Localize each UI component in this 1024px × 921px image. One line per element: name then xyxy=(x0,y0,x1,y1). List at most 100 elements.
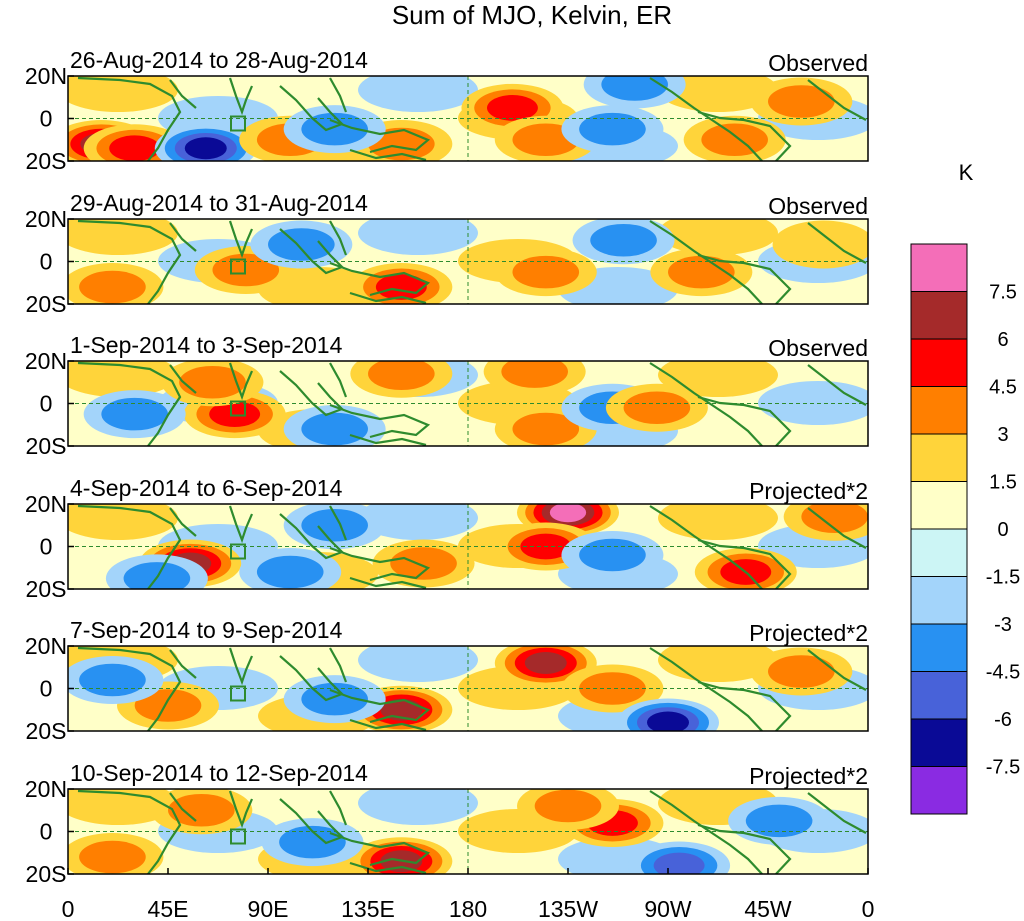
panel-status: Observed xyxy=(768,50,868,76)
y-tick-label: 20S xyxy=(26,861,67,887)
x-tick-label: 90E xyxy=(248,896,289,921)
anomaly-contour xyxy=(579,538,646,572)
coastlines xyxy=(77,361,867,446)
field-band xyxy=(358,76,478,112)
coastline xyxy=(807,79,867,121)
coastline xyxy=(697,538,792,589)
y-tick-label: 20S xyxy=(26,433,67,459)
coastline xyxy=(169,507,197,537)
coastlines xyxy=(77,789,867,874)
colorbar-label: 6 xyxy=(997,329,1008,351)
coastline xyxy=(329,118,431,154)
anomaly-contour xyxy=(534,789,602,823)
panel-status: Projected*2 xyxy=(749,763,868,789)
anomaly-contour xyxy=(279,825,346,859)
coastline xyxy=(329,505,348,541)
x-axis: 0 45E 90E 135E 180 135W 90W 45W 0 xyxy=(62,868,874,921)
coastline xyxy=(649,77,763,161)
coastline xyxy=(697,823,792,874)
anomaly-contour xyxy=(79,270,146,304)
coastline xyxy=(279,513,344,560)
field xyxy=(68,219,868,304)
coastline xyxy=(697,110,792,161)
y-tick-label: 0 xyxy=(40,391,53,417)
coastline xyxy=(169,649,197,679)
coastline xyxy=(169,364,197,394)
region-box xyxy=(230,685,246,702)
panels: 20N 0 20S 26-Aug-2014 to 28-Aug-2014 Observe… xyxy=(25,47,869,887)
panel-status: Projected*2 xyxy=(749,478,868,504)
anomaly-contour xyxy=(768,655,835,688)
y-tick-label: 20S xyxy=(26,576,67,602)
x-tick-label: 0 xyxy=(62,896,75,921)
y-tick-label: 0 xyxy=(40,676,53,702)
coastline xyxy=(77,504,182,589)
field-band xyxy=(358,219,478,255)
coastline xyxy=(279,370,344,417)
coastline xyxy=(279,228,344,275)
colorbar-swatch xyxy=(910,481,968,530)
panel-status: Observed xyxy=(768,193,868,219)
y-tick-label: 0 xyxy=(40,249,53,275)
coastlines xyxy=(77,504,867,589)
y-tick-label: 20N xyxy=(25,63,67,89)
colorbar-label: -3 xyxy=(994,614,1012,636)
region-box xyxy=(230,543,246,560)
coastline xyxy=(697,253,792,304)
y-tick-label: 20S xyxy=(26,291,67,317)
coastline xyxy=(807,364,867,406)
coastline xyxy=(77,361,182,446)
coastlines xyxy=(77,76,867,161)
coastline xyxy=(329,546,431,582)
anomaly-contour xyxy=(623,391,691,425)
y-tick-label: 20S xyxy=(26,148,67,174)
field-band xyxy=(658,219,778,255)
panel-4: 20N 0 20S 4-Sep-2014 to 6-Sep-2014 Projected… xyxy=(25,475,869,602)
y-tick-label: 20N xyxy=(25,206,67,232)
anomaly-contour xyxy=(301,508,368,542)
anomaly-contour xyxy=(501,361,568,388)
y-tick-label: 0 xyxy=(40,534,53,560)
colorbar-label: -6 xyxy=(994,709,1012,731)
coastline xyxy=(807,507,867,549)
x-tick-label: 45E xyxy=(148,896,189,921)
anomaly-contour xyxy=(268,228,335,261)
anomaly-contour xyxy=(368,361,435,391)
anomaly-contour xyxy=(668,255,735,289)
field xyxy=(68,504,868,589)
anomaly-contour xyxy=(79,840,146,874)
anomaly-contour xyxy=(653,852,705,874)
colorbar-swatch xyxy=(910,386,968,435)
anomaly-contour xyxy=(301,112,368,146)
x-tick-label: 135E xyxy=(341,896,395,921)
anomaly-contour xyxy=(768,85,835,118)
field xyxy=(68,76,868,161)
anomaly-contour xyxy=(134,689,202,722)
anomaly-contour xyxy=(772,220,868,269)
coastlines xyxy=(77,646,867,731)
coastline xyxy=(77,76,182,161)
coastline xyxy=(77,646,182,731)
panel-1: 20N 0 20S 26-Aug-2014 to 28-Aug-2014 Observe… xyxy=(25,47,869,174)
panel-period: 7-Sep-2014 to 9-Sep-2014 xyxy=(70,617,343,643)
coastline xyxy=(697,680,792,731)
anomaly-contour xyxy=(512,412,580,446)
anomaly-contour xyxy=(209,401,261,428)
colorbar-label: 3 xyxy=(997,424,1008,446)
panel-period: 10-Sep-2014 to 12-Sep-2014 xyxy=(70,760,368,786)
coastline xyxy=(329,403,431,439)
panel-period: 4-Sep-2014 to 6-Sep-2014 xyxy=(70,475,343,501)
anomaly-contour xyxy=(590,223,657,257)
anomaly-contour xyxy=(512,255,580,289)
colorbar-label: 4.5 xyxy=(989,377,1017,399)
field-band xyxy=(358,646,478,682)
anomaly-contour xyxy=(301,412,368,446)
anomaly-contour xyxy=(109,135,161,161)
coastline xyxy=(329,831,431,867)
anomaly-contour xyxy=(579,672,646,705)
colorbar-label: 1.5 xyxy=(989,472,1017,494)
coastline xyxy=(649,220,763,304)
anomaly-contour xyxy=(184,137,227,160)
x-tick-label: 45W xyxy=(744,896,792,921)
coastline xyxy=(279,85,344,132)
